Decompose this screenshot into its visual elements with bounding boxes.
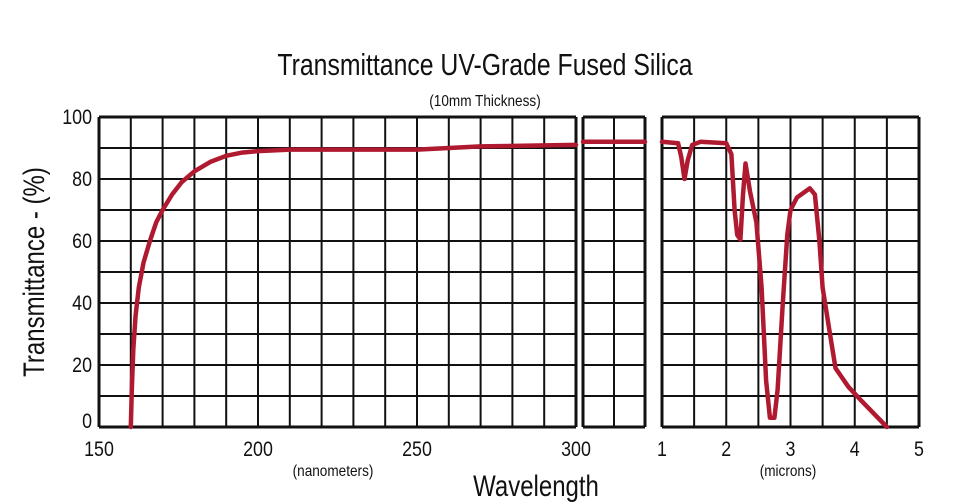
transmittance-curve-nm [128, 142, 579, 430]
y-tick-label: 40 [72, 292, 92, 316]
transmittance-curve-microns [659, 139, 890, 430]
x-axis-label: Wavelength [473, 468, 599, 502]
x-tick-label: 1 [657, 438, 667, 462]
x-tick-label: 150 [84, 438, 114, 462]
x-unit-microns: (microns) [760, 463, 817, 480]
x-tick-label: 4 [850, 438, 860, 462]
x-tick-label: 3 [786, 438, 796, 462]
x-tick-label: 2 [721, 438, 731, 462]
y-tick-label: 80 [72, 168, 92, 192]
y-tick-label: 0 [82, 410, 92, 434]
y-tick-label: 100 [62, 106, 92, 130]
x-unit-nanometers: (nanometers) [293, 463, 374, 480]
x-tick-label: 300 [561, 438, 591, 462]
y-tick-label: 60 [72, 230, 92, 254]
x-tick-label: 200 [243, 438, 273, 462]
chart-title: Transmittance UV-Grade Fused Silica [277, 47, 693, 81]
chart-subtitle: (10mm Thickness) [429, 93, 540, 110]
x-tick-label: 5 [914, 438, 924, 462]
y-tick-label: 20 [72, 354, 92, 378]
y-axis-label: Transmittance - (%) [16, 167, 50, 377]
x-tick-label: 250 [402, 438, 432, 462]
